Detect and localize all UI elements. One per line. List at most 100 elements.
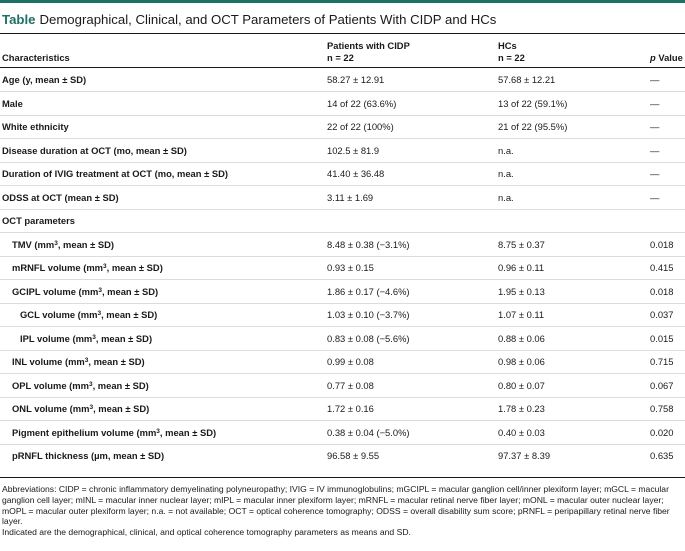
row-characteristic: GCL volume (mm3, mean ± SD): [20, 309, 158, 320]
row-hc-value: 1.07 ± 0.11: [498, 309, 545, 320]
row-hc-value: n.a.: [498, 144, 514, 156]
row-cidp-value: 1.03 ± 0.10 (−3.7%): [327, 309, 410, 320]
header-bottom-rule: [0, 67, 685, 68]
table-row: GCIPL volume (mm3, mean ± SD) 1.86 ± 0.17…: [0, 280, 685, 304]
row-separator: [0, 114, 685, 116]
header-cidp-label: Patients with CIDP: [327, 40, 410, 51]
table-row: TMV (mm3, mean ± SD) 8.48 ± 0.38 (−3.1%) 8…: [0, 233, 685, 257]
row-hc-value: 0.88 ± 0.06: [498, 332, 545, 344]
row-hc-value: 97.37 ± 8.39: [498, 450, 551, 461]
row-cidp-value: 14 of 22 (63.6%): [327, 97, 397, 109]
row-separator: [0, 208, 685, 210]
row-cidp-value: 102.5 ± 81.9: [327, 144, 380, 156]
table-row: mRNFL volume (mm3, mean ± SD) 0.93 ± 0.15…: [0, 256, 685, 280]
table-title-text: Demographical, Clinical, and OCT Paramet…: [39, 12, 497, 27]
header-p-value: p Value: [650, 52, 683, 63]
row-characteristic: OCT parameters: [2, 215, 75, 226]
row-characteristic: INL volume (mm3, mean ± SD): [12, 356, 145, 367]
header-hc-label: HCs: [498, 40, 517, 51]
row-hc-value: 21 of 22 (95.5%): [498, 121, 568, 132]
row-separator: [0, 373, 685, 374]
row-p-value: 0.037: [650, 309, 674, 320]
row-characteristic: mRNFL volume (mm3, mean ± SD): [12, 262, 163, 273]
row-separator: [0, 326, 685, 327]
row-separator: [0, 138, 685, 139]
row-cidp-value: 58.27 ± 12.91: [327, 74, 385, 85]
row-characteristic: OPL volume (mm3, mean ± SD): [12, 379, 149, 391]
row-characteristic: ONL volume (mm3, mean ± SD): [12, 403, 150, 414]
header-characteristics: Characteristics: [2, 52, 70, 63]
row-separator: [0, 302, 685, 304]
row-hc-value: 0.80 ± 0.07: [498, 379, 545, 391]
table-row: Disease duration at OCT (mo, mean ± SD) 1…: [0, 139, 685, 163]
row-p-value: —: [650, 74, 660, 85]
row-separator: [0, 420, 685, 421]
table-title-lead: Table: [2, 12, 36, 27]
table-row: Pigment epithelium volume (mm3, mean ± S…: [0, 421, 685, 445]
row-cidp-value: 0.93 ± 0.15: [327, 262, 374, 273]
row-p-value: —: [650, 97, 660, 109]
table-footnotes: Abbreviations: CIDP = chronic inflammato…: [2, 484, 684, 538]
row-p-value: 0.015: [650, 332, 674, 344]
footnote-note: Indicated are the demographical, clinica…: [2, 527, 411, 538]
row-cidp-value: 0.38 ± 0.04 (−5.0%): [327, 426, 410, 438]
header-hc: HCs n = 22: [498, 40, 525, 64]
row-hc-value: 8.75 ± 0.37: [498, 238, 545, 250]
row-p-value: 0.018: [650, 285, 674, 297]
row-p-value: —: [650, 191, 660, 203]
row-p-value: 0.020: [650, 426, 674, 438]
row-characteristic: Duration of IVIG treatment at OCT (mo, m…: [2, 168, 228, 179]
row-characteristic: Pigment epithelium volume (mm3, mean ± S…: [12, 426, 217, 438]
row-cidp-value: 96.58 ± 9.55: [327, 450, 380, 461]
row-cidp-value: 1.86 ± 0.17 (−4.6%): [327, 285, 410, 297]
row-cidp-value: 22 of 22 (100%): [327, 121, 394, 132]
row-separator: [0, 396, 685, 398]
table-row: Male 14 of 22 (63.6%) 13 of 22 (59.1%) —: [0, 92, 685, 116]
table-row: GCL volume (mm3, mean ± SD) 1.03 ± 0.10 (…: [0, 303, 685, 327]
header-cidp: Patients with CIDP n = 22: [327, 40, 410, 64]
row-separator: [0, 443, 685, 445]
table-row: ONL volume (mm3, mean ± SD) 1.72 ± 0.16 1.…: [0, 397, 685, 421]
row-characteristic: Disease duration at OCT (mo, mean ± SD): [2, 144, 187, 156]
row-characteristic: Male: [2, 97, 23, 109]
row-hc-value: 1.95 ± 0.13: [498, 285, 545, 297]
row-characteristic: ODSS at OCT (mean ± SD): [2, 191, 119, 203]
row-cidp-value: 1.72 ± 0.16: [327, 403, 374, 414]
row-p-value: 0.758: [650, 403, 674, 414]
row-p-value: 0.715: [650, 356, 674, 367]
row-separator: [0, 255, 685, 257]
row-p-value: —: [650, 168, 660, 179]
row-hc-value: n.a.: [498, 191, 514, 203]
row-hc-value: 0.96 ± 0.11: [498, 262, 545, 273]
row-p-value: 0.415: [650, 262, 674, 273]
row-characteristic: IPL volume (mm3, mean ± SD): [20, 332, 153, 344]
table-bottom-rule: [0, 477, 685, 478]
row-separator: [0, 349, 685, 351]
header-top-rule: [0, 33, 685, 34]
row-hc-value: 13 of 22 (59.1%): [498, 97, 568, 109]
row-cidp-value: 8.48 ± 0.38 (−3.1%): [327, 238, 410, 250]
row-cidp-value: 0.83 ± 0.08 (−5.6%): [327, 332, 410, 344]
row-cidp-value: 41.40 ± 36.48: [327, 168, 385, 179]
row-characteristic: pRNFL thickness (µm, mean ± SD): [12, 450, 165, 461]
row-separator: [0, 232, 685, 233]
row-characteristic: White ethnicity: [2, 121, 69, 132]
table-row: pRNFL thickness (µm, mean ± SD) 96.58 ± 9…: [0, 444, 685, 468]
table-row: OCT parameters: [0, 209, 685, 233]
table-row: ODSS at OCT (mean ± SD) 3.11 ± 1.69 n.a. —: [0, 186, 685, 210]
row-separator: [0, 185, 685, 186]
table-row: OPL volume (mm3, mean ± SD) 0.77 ± 0.08 0.…: [0, 374, 685, 398]
footnote-abbreviations: Abbreviations: CIDP = chronic inflammato…: [2, 484, 670, 527]
row-cidp-value: 3.11 ± 1.69: [327, 191, 374, 203]
row-hc-value: 1.78 ± 0.23: [498, 403, 545, 414]
table-row: IPL volume (mm3, mean ± SD) 0.83 ± 0.08 (…: [0, 327, 685, 351]
table-row: INL volume (mm3, mean ± SD) 0.99 ± 0.08 0.…: [0, 350, 685, 374]
table-row: Duration of IVIG treatment at OCT (mo, m…: [0, 162, 685, 186]
row-cidp-value: 0.99 ± 0.08: [327, 356, 374, 367]
row-p-value: —: [650, 144, 660, 156]
header-cidp-n: n = 22: [327, 52, 354, 63]
row-p-value: 0.635: [650, 450, 674, 461]
top-accent-bar: [0, 0, 685, 3]
row-hc-value: n.a.: [498, 168, 514, 179]
row-hc-value: 57.68 ± 12.21: [498, 74, 556, 85]
